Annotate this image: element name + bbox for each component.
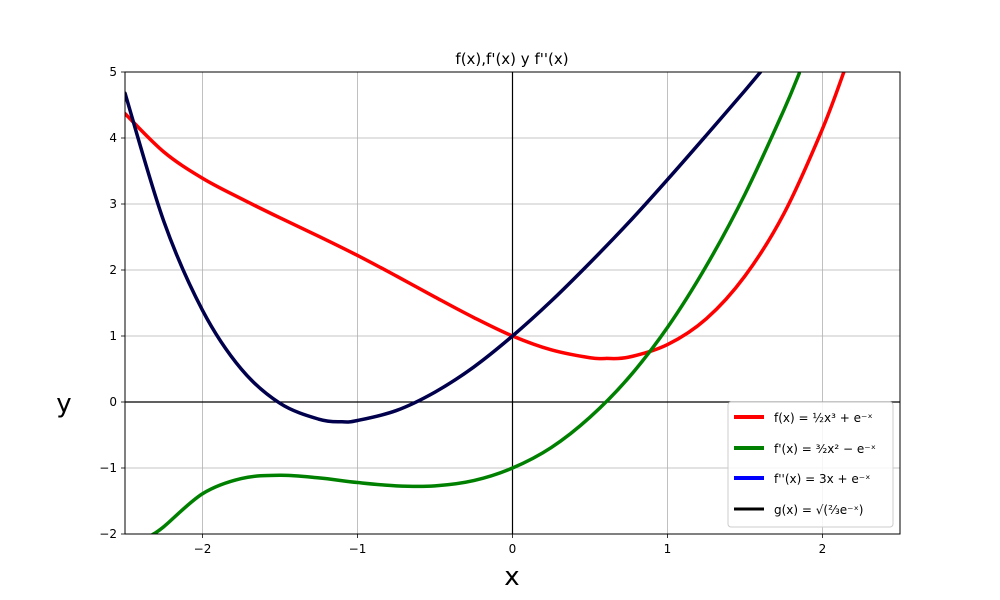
series-line-4 [125, 72, 763, 424]
y-tick-label: 4 [109, 131, 117, 145]
y-tick-label: 5 [109, 65, 117, 79]
x-tick-label: 2 [819, 542, 827, 556]
x-tick-label: −1 [349, 542, 367, 556]
y-tick-label: 2 [109, 263, 117, 277]
legend-label-fprime: f'(x) = ³⁄₂x² − e⁻ˣ [774, 442, 876, 456]
legend-box [727, 401, 894, 528]
x-axis-label: x [504, 562, 519, 592]
y-tick-label: −2 [99, 527, 117, 541]
y-tick-label: 1 [109, 329, 117, 343]
legend-label-fdoubleprime: f''(x) = 3x + e⁻ˣ [774, 472, 870, 486]
y-tick-label: −1 [99, 461, 117, 475]
series-lines [125, 72, 846, 534]
series-line-1 [150, 72, 801, 534]
legend-label-g: g(x) = √(⅔e⁻ˣ) [774, 503, 863, 517]
axis-ticks: −2 −1 0 1 2 −2 −1 0 1 2 3 4 5 [99, 65, 826, 556]
chart-title: f(x),f'(x) y f''(x) [455, 50, 568, 68]
x-tick-label: 1 [664, 542, 672, 556]
x-tick-label: 0 [509, 542, 517, 556]
y-tick-label: 3 [109, 197, 117, 211]
y-tick-label: 0 [109, 395, 117, 409]
series-line-0 [125, 72, 846, 361]
legend: f(x) = ½x³ + e⁻ˣ f'(x) = ³⁄₂x² − e⁻ˣ f''… [727, 401, 894, 528]
legend-label-f: f(x) = ½x³ + e⁻ˣ [774, 411, 873, 425]
x-tick-label: −2 [194, 542, 212, 556]
y-axis-label: y [56, 389, 71, 419]
